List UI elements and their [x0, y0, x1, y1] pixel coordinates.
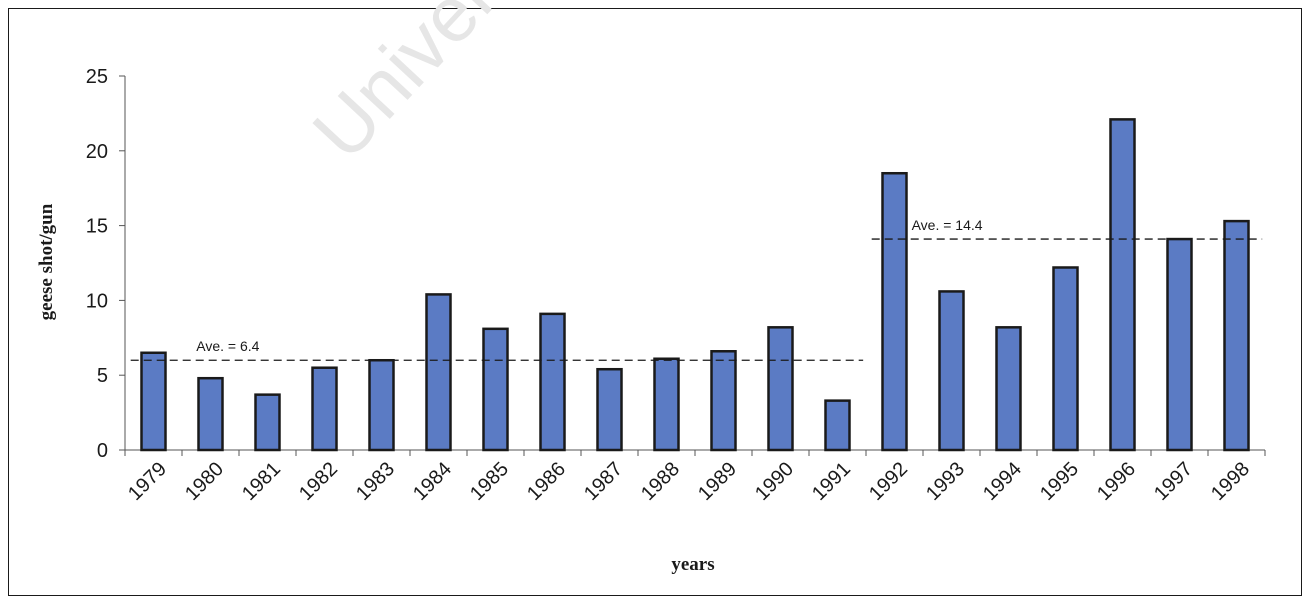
- y-tick-label: 5: [97, 365, 108, 387]
- x-tick-label: 1987: [580, 458, 627, 505]
- y-tick-label: 25: [86, 66, 108, 88]
- x-tick-label: 1985: [466, 458, 513, 505]
- x-tick-label: 1981: [238, 458, 285, 505]
- x-tick-label: 1979: [124, 458, 171, 505]
- average-annotations: Ave. = 6.4 Ave. = 14.4: [130, 217, 1263, 361]
- x-tick-label: 1982: [295, 458, 342, 505]
- bar: [1223, 219, 1250, 452]
- average-label: Ave. = 6.4: [196, 338, 259, 354]
- bar: [254, 393, 281, 452]
- x-tick-label: 1995: [1036, 458, 1083, 505]
- x-tick-label: 1998: [1207, 458, 1254, 505]
- x-tick-label: 1991: [808, 458, 855, 505]
- average-label: Ave. = 14.4: [912, 217, 983, 233]
- bar: [710, 350, 737, 452]
- bar: [1052, 266, 1079, 452]
- bar: [311, 366, 338, 452]
- x-tick-label: 1989: [694, 458, 741, 505]
- x-tick-label: 1996: [1093, 458, 1140, 505]
- x-tick-label: 1984: [409, 458, 456, 505]
- x-axis: 1979 1980 1981 1982 1983 1984 1985 1986 1987 1988…: [124, 449, 1266, 505]
- bar: [425, 293, 452, 452]
- x-tick-label: 1992: [865, 458, 912, 505]
- x-tick-label: 1986: [523, 458, 570, 505]
- y-tick-label: 10: [86, 290, 108, 312]
- bar: [1109, 118, 1136, 452]
- bar: [767, 326, 794, 452]
- y-axis-title: geese shot/gun: [36, 203, 57, 320]
- x-tick-label: 1988: [637, 458, 684, 505]
- bar: [995, 326, 1022, 452]
- bar: [482, 327, 509, 452]
- bar: [881, 171, 908, 452]
- y-tick-label: 15: [86, 216, 108, 238]
- bar: [596, 367, 623, 452]
- bar: [197, 376, 224, 452]
- x-tick-label: 1997: [1150, 458, 1197, 505]
- bar: [938, 290, 965, 452]
- bar: [368, 358, 395, 452]
- bar: [539, 312, 566, 452]
- y-tick-label: 20: [86, 141, 108, 163]
- bars: [140, 118, 1250, 452]
- chart-frame: [8, 8, 1302, 596]
- bar: [140, 351, 167, 452]
- x-axis-title: years: [671, 554, 714, 575]
- bar: [653, 357, 680, 452]
- y-axis: 0 5 10 15 20 25: [86, 66, 126, 462]
- x-tick-label: 1983: [352, 458, 399, 505]
- x-tick-label: 1990: [751, 458, 798, 505]
- y-tick-label: 0: [97, 440, 108, 462]
- bar: [824, 399, 851, 452]
- x-tick-label: 1980: [181, 458, 228, 505]
- x-tick-label: 1993: [922, 458, 969, 505]
- bar: [1166, 237, 1193, 452]
- x-tick-label: 1994: [979, 458, 1026, 505]
